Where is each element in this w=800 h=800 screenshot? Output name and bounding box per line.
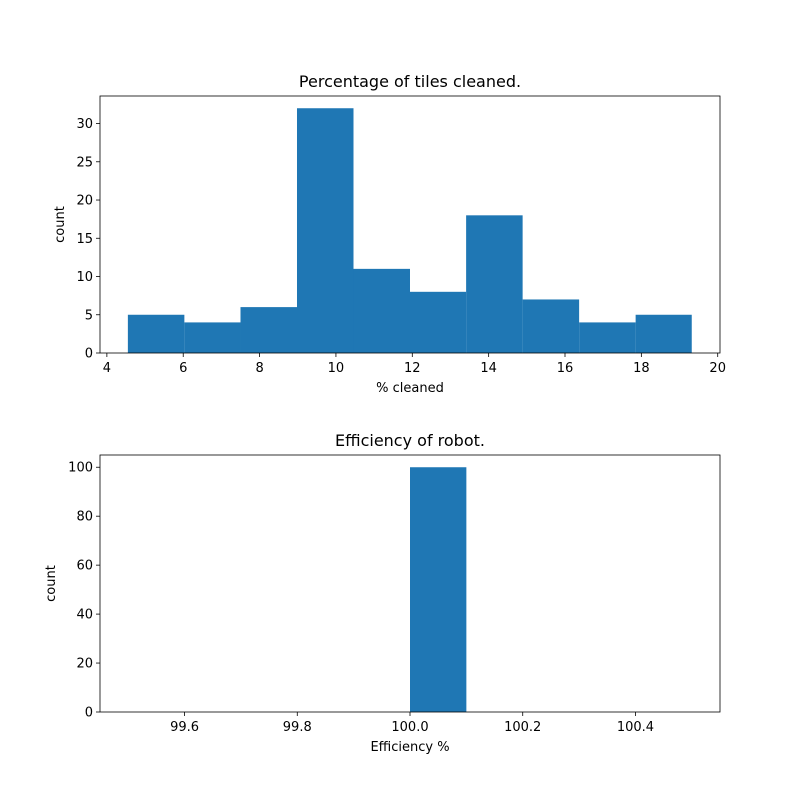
chart-panel-1: 4 6 8 10 12 14 16 18 20 0 5 10 15 20 25 30 Percentage of… <box>53 72 726 396</box>
x-tick-label: 4 <box>103 361 111 376</box>
histogram-bar <box>127 314 185 353</box>
y-tick-label: 10 <box>76 270 93 285</box>
x-tick-label: 99.6 <box>170 720 199 735</box>
histogram-bar <box>240 307 297 353</box>
plot-frame <box>99 95 721 354</box>
histogram-bar <box>466 215 523 353</box>
histogram-bar <box>353 268 410 353</box>
y-tick-label: 20 <box>76 194 93 209</box>
histogram-bar <box>296 108 354 353</box>
x-axis-label: Efficiency % <box>370 740 449 755</box>
y-tick-label: 15 <box>76 232 93 247</box>
y-tick-label: 20 <box>76 657 93 672</box>
histogram-bar <box>522 299 580 353</box>
y-axis-label: count <box>53 206 68 243</box>
y-tick-label: 40 <box>76 608 93 623</box>
histogram-bar <box>635 314 692 353</box>
histogram-bar <box>184 322 241 353</box>
y-tick-label: 60 <box>76 559 93 574</box>
chart-title: Percentage of tiles cleaned. <box>299 72 521 91</box>
x-tick-label: 16 <box>557 361 574 376</box>
histogram-bar <box>410 291 467 353</box>
chart-panel-2: 99.6 99.8 100.0 100.2 100.4 0 20 40 60 80 100 Effic… <box>44 431 721 755</box>
x-tick-label: 10 <box>328 361 345 376</box>
x-tick-label: 14 <box>480 361 497 376</box>
y-tick-label: 0 <box>85 706 93 721</box>
y-tick-label: 0 <box>85 347 93 362</box>
y-axis-label: count <box>44 565 59 602</box>
x-tick-label: 100.0 <box>391 720 428 735</box>
x-tick-label: 20 <box>709 361 726 376</box>
histogram-bar <box>410 467 467 712</box>
chart-title: Efficiency of robot. <box>335 431 485 450</box>
x-axis-label: % cleaned <box>376 381 444 396</box>
y-tick-label: 80 <box>76 510 93 525</box>
x-tick-label: 18 <box>633 361 650 376</box>
y-tick-label: 5 <box>85 308 93 323</box>
x-tick-label: 99.8 <box>283 720 312 735</box>
y-tick-label: 100 <box>68 461 93 476</box>
y-tick-label: 25 <box>76 155 93 170</box>
x-tick-label: 100.2 <box>504 720 541 735</box>
histogram-bar <box>579 322 636 353</box>
x-tick-label: 8 <box>255 361 263 376</box>
x-tick-label: 6 <box>179 361 187 376</box>
y-tick-label: 30 <box>76 117 93 132</box>
x-tick-label: 100.4 <box>617 720 654 735</box>
x-tick-label: 12 <box>404 361 421 376</box>
